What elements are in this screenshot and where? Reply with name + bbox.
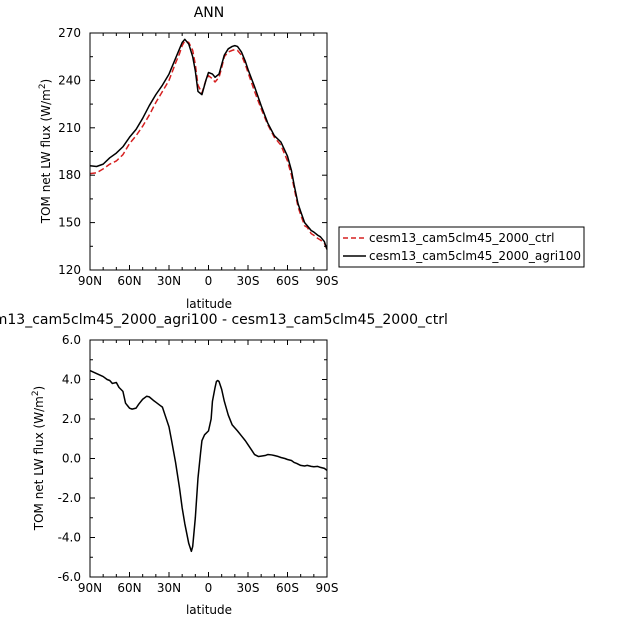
bottom-title: cesm13_cam5clm45_2000_agri100 - cesm13_c… <box>0 312 448 328</box>
legend: cesm13_cam5clm45_2000_ctrl cesm13_cam5cl… <box>338 226 585 268</box>
bottom-x-tick-label: 30S <box>237 581 260 595</box>
top-x-tick-label: 60S <box>276 274 299 288</box>
bottom-y-tick-label: -4.0 <box>58 531 81 545</box>
bottom-x-tick-label: 90S <box>316 581 339 595</box>
top-plot-frame <box>89 32 328 271</box>
bottom-x-tick-label: 60N <box>117 581 141 595</box>
bottom-panel: cesm13_cam5clm45_2000_agri100 - cesm13_c… <box>0 312 448 617</box>
legend-label-ctrl: cesm13_cam5clm45_2000_ctrl <box>369 231 554 245</box>
top-y-axis-label-close: ) <box>39 79 53 84</box>
top-x-tick-label: 30N <box>157 274 181 288</box>
bottom-y-tick-label: 4.0 <box>62 373 81 387</box>
top-y-tick-label: 210 <box>58 121 81 135</box>
bottom-y-axis-label-main: TOM net LW flux (W/m <box>32 396 46 531</box>
bottom-x-tick-label: 60S <box>276 581 299 595</box>
bottom-axis-ticks: 90N 60N 30N 0 30S 60S 90S -6.0 -4.0 -2.0 0.0 2.0 4.0… <box>58 333 339 595</box>
top-x-tick-label: 30S <box>237 274 260 288</box>
top-y-tick-label: 240 <box>58 73 81 87</box>
bottom-y-axis-label-close: ) <box>32 386 46 391</box>
top-x-tick-label: 90N <box>78 274 102 288</box>
top-series-line-1 <box>89 40 328 250</box>
top-y-axis-label: TOM net LW flux (W/m2) <box>38 79 53 225</box>
bottom-y-tick-label: -6.0 <box>58 570 81 584</box>
top-y-tick-label: 120 <box>58 263 81 277</box>
top-series-group <box>89 38 328 250</box>
top-title: ANN <box>194 5 225 21</box>
top-y-axis-label-main: TOM net LW flux (W/m <box>39 89 53 224</box>
bottom-x-axis-label: latitude <box>186 603 232 617</box>
bottom-series-line-1 <box>89 369 328 553</box>
top-y-axis-label-sup: 2 <box>38 83 48 89</box>
bottom-plot-frame <box>89 339 328 578</box>
bottom-x-tick-label: 0 <box>205 581 213 595</box>
bottom-x-tick-label: 30N <box>157 581 181 595</box>
legend-box <box>338 226 585 268</box>
bottom-y-axis-label: TOM net LW flux (W/m2) <box>31 386 46 532</box>
top-x-axis-label: latitude <box>186 297 232 311</box>
top-y-tick-label: 150 <box>58 216 81 230</box>
bottom-series-group <box>89 369 328 553</box>
bottom-y-tick-label: 2.0 <box>62 412 81 426</box>
top-x-tick-label: 60N <box>117 274 141 288</box>
top-axis-ticks: 90N 60N 30N 0 30S 60S 90S 120 150 180 210 240 270 <box>58 26 338 288</box>
bottom-x-tick-label: 90N <box>78 581 102 595</box>
bottom-y-axis-label-sup: 2 <box>31 390 41 396</box>
top-series-line-2 <box>89 38 328 250</box>
top-x-tick-label: 0 <box>205 274 213 288</box>
bottom-y-tick-label: 0.0 <box>62 452 81 466</box>
top-y-tick-label: 270 <box>58 26 81 40</box>
top-y-tick-label: 180 <box>58 168 81 182</box>
bottom-y-tick-label: -2.0 <box>58 491 81 505</box>
top-panel: ANN 90N 60N 30N 0 30S 60S 90S 120 150 180 210 240 27… <box>38 5 338 311</box>
top-x-tick-label: 90S <box>316 274 339 288</box>
bottom-y-tick-label: 6.0 <box>62 333 81 347</box>
legend-label-agri100: cesm13_cam5clm45_2000_agri100 <box>369 249 581 263</box>
